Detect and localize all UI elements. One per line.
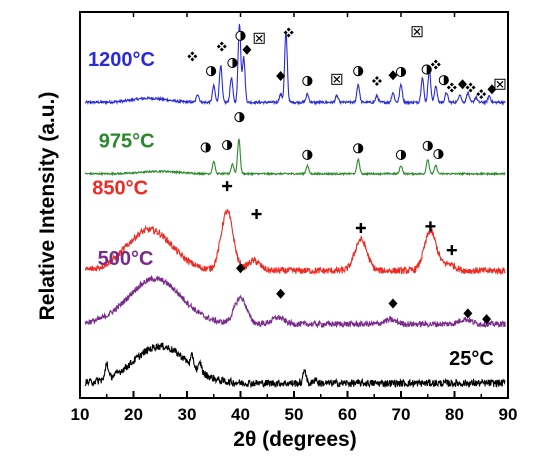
marker-clover-1200-2 bbox=[216, 41, 227, 52]
x-tick-label-20: 20 bbox=[124, 405, 143, 424]
series-line-975 bbox=[84, 138, 506, 177]
x-axis-title: 2θ (degrees) bbox=[233, 428, 356, 451]
marker-clover-1200-19 bbox=[446, 82, 457, 93]
marker-clover-1200-22 bbox=[476, 89, 487, 100]
marker-circle-975-2 bbox=[234, 112, 245, 123]
marker-diamond-1200-13 bbox=[388, 70, 398, 81]
marker-diamond-500-3 bbox=[463, 308, 473, 319]
marker-circle-975-1 bbox=[222, 139, 233, 151]
marker-plus-850-1 bbox=[251, 209, 262, 220]
marker-circle-975-7 bbox=[433, 148, 444, 160]
marker-clover-1200-12 bbox=[371, 75, 382, 86]
marker-plus-850-0 bbox=[222, 181, 233, 192]
marker-box-1200-24 bbox=[494, 78, 506, 90]
series-line-500 bbox=[84, 274, 506, 329]
series-label-1200: 1200°C bbox=[88, 49, 155, 71]
x-tick-label-50: 50 bbox=[285, 405, 304, 424]
marker-circle-975-0 bbox=[200, 142, 211, 153]
marker-box-1200-10 bbox=[331, 73, 343, 85]
marker-diamond-500-2 bbox=[388, 298, 398, 309]
marker-circle-1200-11 bbox=[353, 66, 364, 77]
marker-circle-1200-9 bbox=[302, 75, 313, 87]
x-tick-label-40: 40 bbox=[231, 405, 250, 424]
marker-clover-1200-17 bbox=[430, 59, 441, 70]
marker-circle-1200-3 bbox=[227, 57, 238, 69]
x-tick-label-60: 60 bbox=[338, 405, 357, 424]
marker-circle-975-4 bbox=[353, 143, 364, 154]
marker-diamond-1200-23 bbox=[487, 84, 497, 95]
marker-circle-1200-16 bbox=[421, 64, 432, 75]
marker-circle-975-5 bbox=[395, 149, 407, 161]
x-tick-label-70: 70 bbox=[392, 405, 411, 424]
marker-circle-975-3 bbox=[302, 149, 313, 161]
marker-diamond-500-0 bbox=[236, 263, 245, 274]
marker-box-1200-6 bbox=[253, 32, 265, 44]
marker-circle-1200-14 bbox=[395, 66, 407, 78]
marker-clover-1200-0 bbox=[187, 51, 198, 62]
series-label-500: 500°C bbox=[98, 248, 154, 270]
x-tick-label-10: 10 bbox=[71, 405, 90, 424]
series-label-975: 975°C bbox=[99, 131, 155, 153]
x-tick-label-30: 30 bbox=[178, 405, 197, 424]
y-axis-title: Relative Intensity (a.u.) bbox=[36, 92, 59, 321]
marker-plus-850-4 bbox=[446, 245, 457, 256]
marker-circle-975-6 bbox=[422, 140, 433, 151]
marker-circle-1200-18 bbox=[438, 75, 449, 86]
x-tick-label-90: 90 bbox=[499, 405, 518, 424]
marker-clover-1200-8 bbox=[283, 27, 294, 38]
marker-diamond-500-4 bbox=[482, 314, 492, 325]
marker-plus-850-3 bbox=[425, 221, 436, 232]
series-label-850: 850°C bbox=[92, 177, 148, 199]
series-line-850 bbox=[84, 208, 506, 276]
marker-circle-1200-4 bbox=[235, 30, 246, 41]
marker-diamond-1200-20 bbox=[458, 79, 468, 90]
marker-clover-1200-21 bbox=[465, 82, 476, 93]
series-line-25 bbox=[84, 342, 506, 389]
marker-box-1200-15 bbox=[411, 26, 423, 38]
series-label-25: 25°C bbox=[449, 348, 494, 370]
x-tick-label-80: 80 bbox=[445, 405, 464, 424]
marker-diamond-1200-5 bbox=[242, 44, 252, 55]
marker-diamond-500-1 bbox=[276, 288, 286, 299]
series-line-1200 bbox=[84, 23, 506, 106]
marker-plus-850-2 bbox=[355, 222, 366, 233]
marker-circle-1200-1 bbox=[205, 66, 217, 77]
marker-diamond-1200-7 bbox=[276, 71, 286, 82]
